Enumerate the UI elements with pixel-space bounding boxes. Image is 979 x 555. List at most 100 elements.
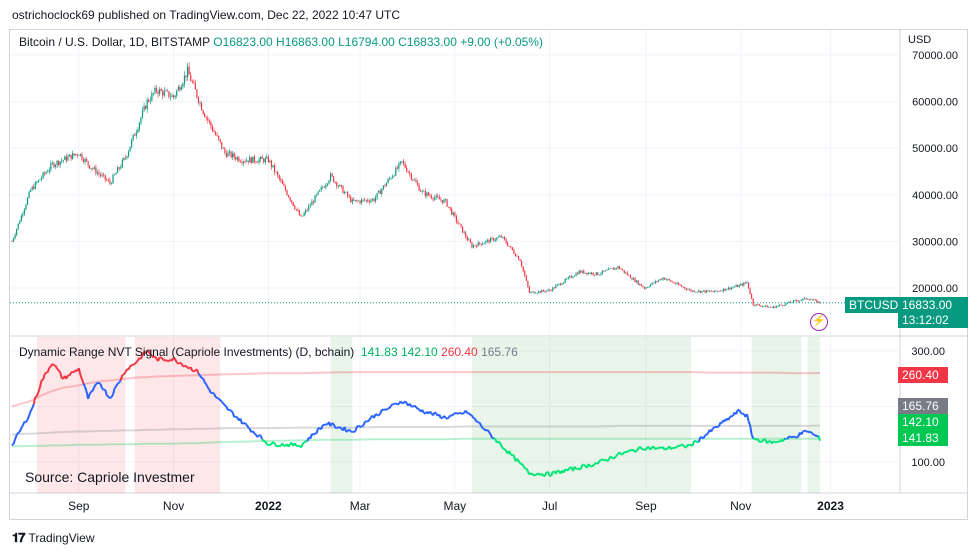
candle-body: [578, 270, 580, 275]
nvt-signal-segment: [222, 402, 226, 406]
candle-body: [159, 89, 161, 94]
nvt-signal-segment: [311, 432, 315, 436]
candle-body: [45, 172, 47, 174]
nvt-signal-segment: [374, 413, 378, 416]
nvt-signal-segment: [162, 358, 165, 362]
candle-body: [789, 301, 792, 303]
candle-body: [418, 184, 420, 191]
candle-body: [347, 192, 349, 197]
candle-body: [392, 176, 394, 179]
candle-body: [62, 159, 64, 161]
nvt-signal-segment: [712, 426, 715, 430]
nvt-signal-segment: [535, 473, 538, 476]
candle-body: [705, 290, 708, 293]
candle-body: [249, 157, 251, 163]
price-tick-label: 20000.00: [912, 283, 958, 295]
nvt-signal-segment: [99, 383, 104, 389]
candle-body: [452, 212, 454, 215]
candle-body: [23, 209, 26, 214]
candle-body: [541, 290, 543, 293]
candle-body: [289, 197, 291, 201]
nvt-signal-segment: [493, 437, 496, 440]
candle-body: [810, 299, 812, 301]
candle-body: [113, 174, 116, 176]
nvt-signal-segment: [474, 418, 478, 423]
candle-body: [634, 278, 636, 283]
nvt-signal-segment: [614, 455, 618, 459]
candle-body: [814, 299, 816, 301]
candle-body: [393, 175, 395, 177]
candle-body: [270, 160, 273, 168]
candle-body: [364, 199, 366, 201]
candle-body: [589, 272, 591, 274]
nvt-signal-segment: [79, 374, 83, 380]
candle-body: [415, 179, 417, 183]
candle-body: [343, 192, 346, 194]
candle-body: [84, 159, 86, 162]
nvt-signal-segment: [761, 438, 765, 442]
candle-body: [56, 160, 58, 166]
nvt-signal-segment: [817, 435, 821, 442]
candle-body: [660, 279, 663, 280]
candle-body: [78, 155, 80, 156]
candle-body: [670, 280, 672, 282]
candle-body: [755, 304, 757, 306]
nvt-signal-segment: [438, 414, 442, 419]
candle-body: [508, 246, 510, 247]
candle-body: [676, 282, 678, 284]
candle-body: [264, 158, 266, 163]
candle-body: [183, 75, 186, 84]
nvt-signal-segment: [395, 402, 398, 406]
candle-body: [87, 161, 89, 166]
nvt-signal-segment: [315, 428, 320, 434]
nvt-signal-segment: [252, 430, 256, 434]
candle-body: [110, 183, 113, 184]
candle-body: [329, 173, 332, 181]
candle-body: [656, 281, 658, 282]
candle-body: [530, 291, 532, 293]
candle-body: [573, 275, 576, 277]
candle-body: [458, 223, 461, 225]
nvt-signal-segment: [197, 372, 201, 377]
candle-body: [19, 221, 21, 224]
candle-body: [89, 165, 91, 169]
nvt-signal-segment: [32, 396, 37, 405]
indicator-value-2: 142.10: [400, 345, 438, 359]
candle-body: [176, 90, 178, 96]
candle-body: [455, 215, 457, 222]
candle-body: [395, 167, 397, 176]
candle-body: [707, 290, 709, 292]
candle-body: [370, 200, 372, 203]
candle-body: [286, 190, 288, 196]
candle-body: [365, 199, 367, 201]
candle-body: [232, 153, 234, 158]
candle-body: [218, 135, 220, 140]
candle-body: [348, 196, 350, 197]
candle-body: [154, 87, 156, 94]
nvt-signal-segment: [654, 447, 658, 451]
candle-body: [238, 157, 240, 162]
candle-body: [228, 151, 231, 153]
currency-label[interactable]: USD: [908, 34, 932, 46]
candle-body: [496, 237, 498, 240]
candle-body: [54, 165, 57, 167]
candle-body: [774, 306, 776, 308]
candle-body: [440, 199, 442, 201]
candle-body: [454, 212, 456, 216]
nvt-signal-segment: [51, 363, 55, 367]
nvt-signal-segment: [379, 409, 383, 414]
candle-body: [434, 197, 436, 200]
candle-body: [194, 83, 196, 90]
candle-body: [101, 174, 103, 176]
footer-brand-label: TradingView: [28, 531, 95, 545]
nvt-signal-segment: [615, 453, 619, 457]
candle-body: [446, 199, 448, 207]
candle-body: [256, 162, 259, 163]
candle-body: [796, 300, 798, 301]
lightning-icon[interactable]: ⚡: [810, 313, 828, 331]
candle-body: [626, 272, 628, 275]
candle-body: [723, 288, 725, 292]
candle-body: [48, 169, 50, 172]
low-value: L16794.00: [338, 35, 395, 49]
